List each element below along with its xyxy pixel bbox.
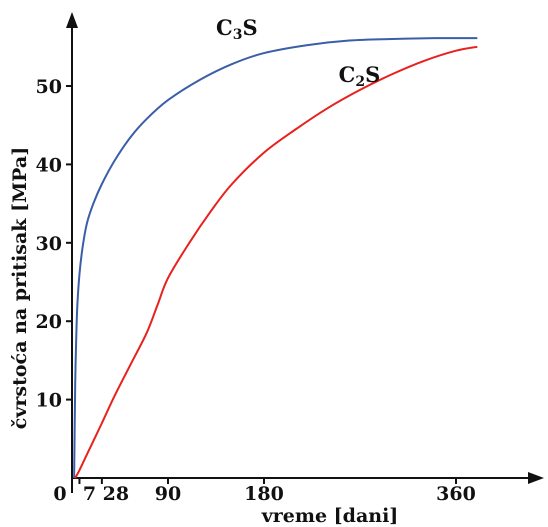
x-tick-label: 360 xyxy=(436,483,476,505)
y-tick-label: 30 xyxy=(36,233,62,255)
x-axis-label: vreme [dani] xyxy=(261,505,399,527)
series-label-c2s: C2S xyxy=(339,62,381,90)
series-line-c2s xyxy=(74,45,478,479)
axes xyxy=(66,12,544,493)
y-ticks: 10 20 30 40 50 xyxy=(36,76,72,412)
y-axis-arrow xyxy=(66,12,78,28)
x-tick-label: 28 xyxy=(103,483,129,505)
y-tick-label: 40 xyxy=(36,154,62,176)
series-label-subscript: 2 xyxy=(355,74,365,90)
x-tick-label: 90 xyxy=(155,483,181,505)
x-ticks: 0 7 28 90 180 360 xyxy=(53,478,476,505)
x-tick-label: 180 xyxy=(244,483,284,505)
series-label-subscript: 3 xyxy=(233,27,243,43)
series-label-tail: S xyxy=(242,15,257,40)
y-tick-label: 10 xyxy=(36,390,62,412)
x-tick-label: 0 xyxy=(53,483,66,505)
series-label-main: C xyxy=(339,62,356,87)
x-axis-arrow xyxy=(528,472,544,484)
series-label-main: C xyxy=(216,15,233,40)
y-tick-label: 20 xyxy=(36,311,62,333)
series-label-c3s: C3S xyxy=(216,15,258,43)
x-tick-label: 7 xyxy=(83,483,96,505)
series-layer xyxy=(73,37,478,479)
series-line-c3s xyxy=(73,37,478,479)
y-tick-label: 50 xyxy=(36,76,62,98)
y-axis-label: čvrstoća na pritisak [MPa] xyxy=(9,147,31,429)
series-label-tail: S xyxy=(365,62,380,87)
